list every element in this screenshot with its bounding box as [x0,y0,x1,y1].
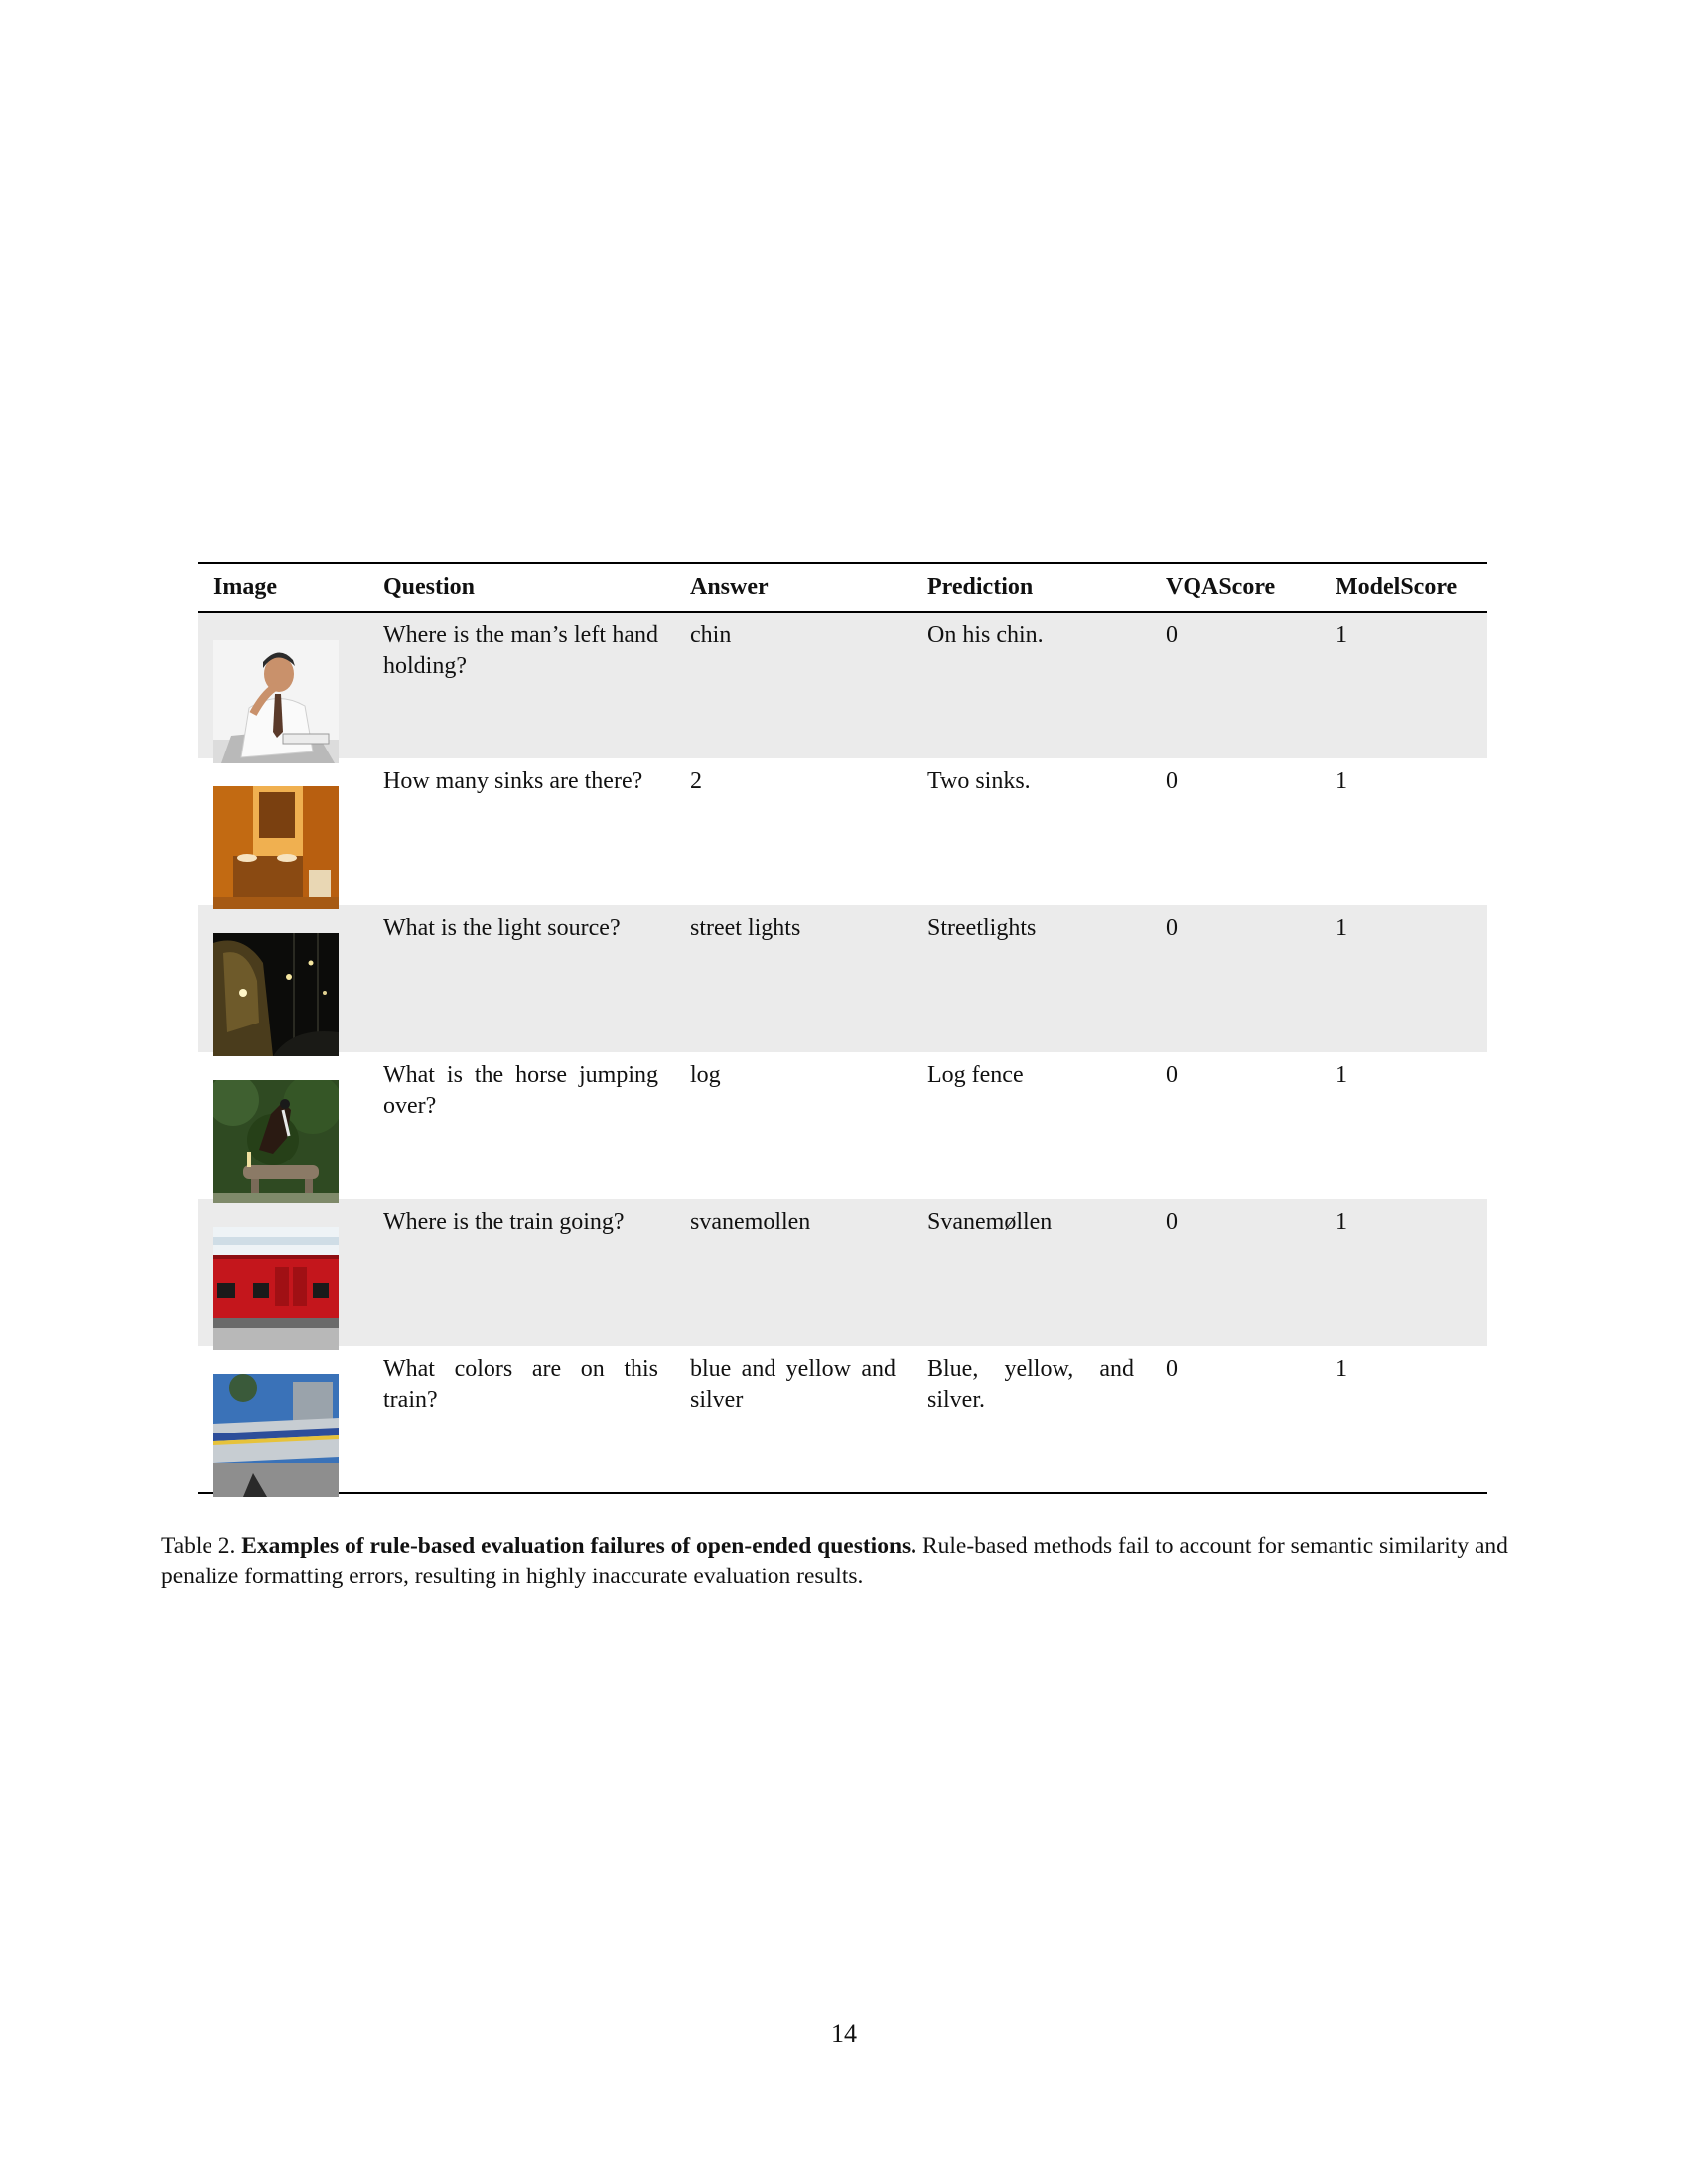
caption-lead: Examples of rule-based evaluation failur… [241,1533,917,1559]
prediction-cell: Blue, yellow, and silver. [927,1356,1134,1413]
street-lights-photo [213,933,339,1056]
question-cell: Where is the train going? [383,1209,625,1235]
question-cell: How many sinks are there? [383,768,643,794]
answer-cell: 2 [690,768,702,794]
silver-train-photo [213,1374,339,1497]
prediction-cell: On his chin. [927,622,1044,648]
image-cell [198,1346,367,1497]
table-row: How many sinks are there? 2 Two sinks. 0… [198,758,1487,909]
answer-cell: blue and yellow and silver [690,1356,896,1413]
modelscore-cell: 1 [1336,915,1347,941]
image-cell [198,758,367,909]
vqascore-cell: 0 [1166,1062,1178,1088]
table-row: What colors are on this train? blue and … [198,1346,1487,1497]
modelscore-cell: 1 [1336,1209,1347,1235]
image-cell [198,905,367,1056]
table-row: Where is the train going? svanemollen Sv… [198,1199,1487,1350]
horse-jumping-photo [213,1080,339,1203]
evaluation-failures-table: Image Question Answer Prediction VQAScor… [198,562,1487,1497]
vqascore-cell: 0 [1166,768,1178,794]
prediction-cell: Two sinks. [927,768,1031,794]
header-vqascore: VQAScore [1166,574,1276,600]
table-header-row: Image Question Answer Prediction VQAScor… [198,563,1487,612]
question-cell: What colors are on this train? [383,1356,658,1413]
question-cell: What is the horse jumping over? [383,1062,658,1119]
answer-cell: chin [690,622,732,648]
header-prediction: Prediction [927,574,1034,600]
question-cell: Where is the man’s left hand holding? [383,622,658,679]
table-row: What is the light source? street lights … [198,905,1487,1056]
prediction-cell: Svanemøllen [927,1209,1053,1235]
man-holding-chin-photo [213,640,339,763]
header-modelscore: ModelScore [1336,574,1458,600]
vqascore-cell: 0 [1166,1209,1178,1235]
modelscore-cell: 1 [1336,768,1347,794]
vqascore-cell: 0 [1166,915,1178,941]
red-train-photo [213,1227,339,1350]
prediction-cell: Log fence [927,1062,1024,1088]
image-cell [198,1052,367,1203]
page-number: 14 [831,2019,857,2048]
answer-cell: svanemollen [690,1209,811,1235]
answer-cell: log [690,1062,721,1088]
results-table-container: Image Question Answer Prediction VQAScor… [198,562,1487,1497]
table-caption: Table 2. Examples of rule-based evaluati… [161,1531,1529,1592]
vqascore-cell: 0 [1166,622,1178,648]
question-cell: What is the light source? [383,915,621,941]
caption-label: Table 2. [161,1533,236,1559]
bathroom-sinks-photo [213,786,339,909]
header-image: Image [213,574,277,600]
image-cell [198,1199,367,1350]
modelscore-cell: 1 [1336,622,1347,648]
vqascore-cell: 0 [1166,1356,1178,1382]
table-row: What is the horse jumping over? log Log … [198,1052,1487,1203]
modelscore-cell: 1 [1336,1062,1347,1088]
header-answer: Answer [690,574,769,600]
caption-text: Rule-based methods fail to account for s… [161,1533,1508,1589]
answer-cell: street lights [690,915,801,941]
prediction-cell: Streetlights [927,915,1037,941]
image-cell [198,612,367,763]
table-row: Where is the man’s left hand holding? ch… [198,612,1487,763]
header-question: Question [383,574,476,600]
modelscore-cell: 1 [1336,1356,1347,1382]
